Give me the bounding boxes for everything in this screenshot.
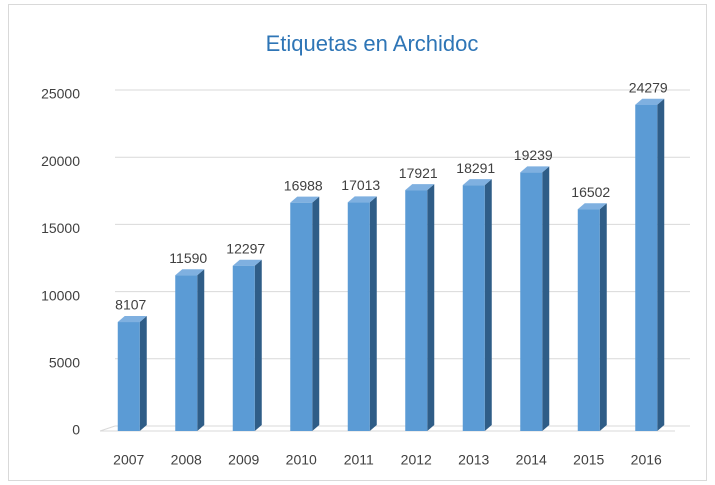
bar-side	[657, 98, 665, 431]
data-label: 17921	[399, 165, 438, 181]
data-label: 8107	[115, 297, 146, 313]
y-tick-label: 10000	[41, 287, 80, 303]
data-label: 24279	[629, 79, 668, 95]
bar-side	[427, 184, 435, 431]
data-label: 16988	[284, 177, 323, 193]
bar	[462, 179, 492, 431]
bar	[175, 269, 205, 431]
bar-front	[175, 275, 198, 431]
data-label: 19239	[514, 147, 553, 163]
data-label: 18291	[456, 160, 495, 176]
bar-top	[290, 196, 320, 203]
y-tick-label: 25000	[41, 86, 80, 102]
data-label: 17013	[341, 177, 380, 193]
bar-top	[462, 179, 492, 186]
bar-front	[635, 104, 658, 431]
x-tick-label: 2007	[113, 452, 144, 468]
bar	[635, 98, 665, 431]
bar-front	[520, 172, 543, 431]
x-tick-label: 2016	[631, 452, 662, 468]
bar-top	[577, 203, 607, 210]
x-tick-label: 2008	[171, 452, 202, 468]
bar	[117, 316, 147, 431]
x-tick-label: 2014	[516, 452, 547, 468]
bar-top	[347, 196, 377, 203]
y-tick-label: 5000	[49, 355, 80, 371]
bar-front	[462, 185, 485, 431]
bar-front	[232, 265, 255, 431]
y-tick-label: 15000	[41, 220, 80, 236]
data-label: 11590	[169, 250, 207, 266]
chart-title: Etiquetas en Archidoc	[266, 31, 479, 56]
bar-side	[197, 269, 205, 431]
bar	[405, 184, 435, 431]
x-tick-label: 2009	[228, 452, 259, 468]
bar-side	[369, 196, 377, 431]
bar-front	[405, 190, 428, 431]
x-tick-label: 2013	[458, 452, 489, 468]
data-label: 12297	[226, 240, 265, 256]
y-tick-label: 0	[72, 422, 80, 438]
bar-top	[232, 259, 262, 266]
floor-edge	[99, 425, 116, 432]
x-tick-label: 2012	[401, 452, 432, 468]
bar-side	[312, 196, 320, 431]
x-tick-label: 2011	[344, 452, 374, 468]
x-tick-label: 2010	[286, 452, 317, 468]
y-tick-label: 20000	[41, 153, 80, 169]
bar	[290, 196, 320, 431]
bar	[520, 166, 550, 431]
bar-side	[484, 179, 492, 431]
x-tick-label: 2015	[573, 452, 604, 468]
bar-top	[175, 269, 205, 276]
bar-top	[635, 98, 665, 105]
bar	[577, 203, 607, 431]
bar-side	[254, 259, 262, 431]
bar	[347, 196, 377, 431]
bar-top	[520, 166, 550, 173]
data-label: 16502	[571, 184, 610, 200]
bar-front	[577, 209, 600, 431]
bar-top	[405, 184, 435, 191]
bar-front	[290, 202, 313, 431]
bar-side	[139, 316, 147, 431]
bar-side	[542, 166, 550, 431]
bar-top	[117, 316, 147, 323]
bar-side	[599, 203, 607, 431]
bar-front	[347, 202, 370, 431]
bar-front	[117, 322, 140, 431]
bar	[232, 259, 262, 431]
